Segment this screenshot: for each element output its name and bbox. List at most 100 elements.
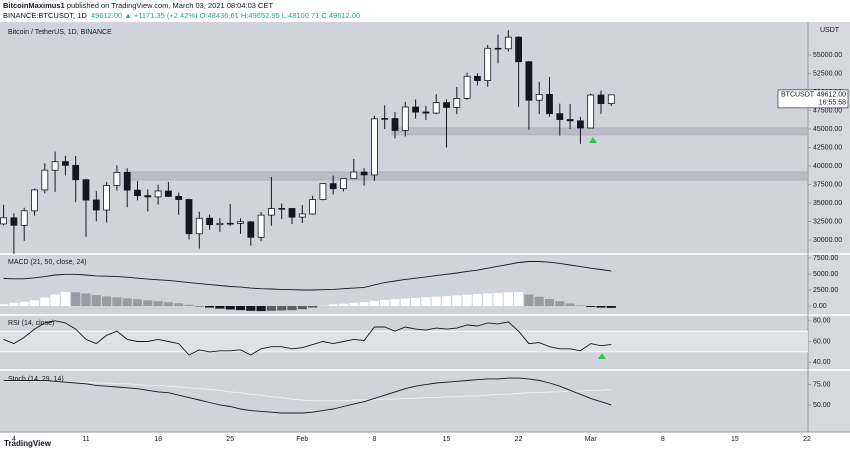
header: BitcoinMaximus1 published on TradingView…	[3, 1, 360, 21]
histogram-bar	[421, 297, 431, 306]
candle-body	[546, 93, 553, 115]
candle-body	[226, 222, 234, 225]
histogram-bar	[225, 305, 235, 310]
histogram-bar	[132, 299, 143, 306]
y-tick-label: 40000.00	[813, 163, 842, 170]
x-tick-label: 11	[82, 436, 89, 443]
candle-body	[309, 199, 317, 215]
zone	[391, 127, 809, 136]
candle-body	[10, 217, 18, 226]
x-tick-label: 8	[661, 436, 665, 443]
candle-body	[72, 164, 80, 181]
histogram-bar	[606, 305, 616, 308]
candle-body	[556, 113, 564, 120]
histogram-bar	[102, 296, 112, 306]
y-tick-label: 80.00	[813, 318, 831, 325]
candle-body	[401, 106, 409, 131]
x-tick-label: 22	[515, 436, 523, 443]
candle-body	[504, 36, 512, 50]
plot-background	[0, 22, 808, 432]
candle-body	[164, 190, 172, 197]
x-tick-label: Mar	[585, 436, 598, 443]
histogram-bar	[153, 301, 163, 306]
histogram-bar	[338, 303, 349, 306]
histogram-bar	[534, 296, 544, 306]
histogram-bar	[112, 297, 122, 306]
low: L:48100.71	[281, 11, 320, 20]
candle-body	[432, 102, 440, 114]
x-tick-label: 8	[372, 436, 376, 443]
x-tick-label: Feb	[296, 436, 308, 443]
candle-body	[206, 217, 214, 226]
unit-label: USDT	[820, 27, 840, 34]
histogram-bar	[452, 295, 462, 306]
x-tick-label: 25	[226, 436, 234, 443]
candle-body	[288, 208, 296, 218]
x-tick-label: 4	[12, 436, 16, 443]
y-tick-label: 47500.00	[813, 107, 842, 114]
histogram-bar	[71, 292, 81, 306]
last-price-box	[777, 89, 849, 109]
header-line-1: BitcoinMaximus1 published on TradingView…	[3, 1, 360, 11]
candle-body	[247, 221, 255, 238]
y-tick-label: 30000.00	[813, 237, 842, 244]
candle-body	[515, 36, 522, 63]
candle-body	[185, 199, 193, 235]
rsi-line	[3, 320, 612, 356]
y-tick-label: 75.00	[813, 381, 831, 388]
histogram-bar	[297, 305, 307, 310]
histogram-bar	[441, 296, 452, 306]
candle-body	[370, 118, 378, 176]
histogram-bar	[9, 302, 19, 306]
candle-body	[298, 213, 306, 218]
change: ▲ +1171.35 (+2.42%)	[124, 11, 198, 20]
histogram-bar	[40, 297, 50, 306]
histogram-bar	[411, 297, 421, 306]
price-pane-title: Bitcoin / TetherUS, 1D, BINANCE	[8, 29, 112, 36]
y-tick-label: 55000.00	[813, 52, 842, 59]
histogram-bar	[266, 305, 276, 311]
candle-body	[381, 118, 389, 120]
candle-body	[453, 98, 461, 108]
histogram-bar	[586, 305, 596, 307]
histogram-bar	[462, 294, 472, 306]
candle-body	[473, 75, 481, 81]
y-tick-label: 45000.00	[813, 126, 842, 133]
candle-body	[340, 178, 347, 190]
candle-body	[587, 94, 595, 129]
histogram-bar	[215, 305, 225, 309]
author: BitcoinMaximus1	[3, 1, 65, 10]
price: 49612.00	[90, 11, 123, 20]
candle-body	[175, 195, 183, 200]
x-tick-label: 15	[443, 436, 451, 443]
candle-body	[329, 183, 337, 190]
x-tick-label: 15	[731, 436, 739, 443]
histogram-bar	[235, 305, 246, 311]
histogram-bar	[544, 298, 555, 306]
candle-body	[113, 171, 121, 186]
header-line-2: BINANCE:BTCUSDT, 1D 49612.00 ▲ +1171.35 …	[3, 11, 360, 21]
candle-body	[319, 183, 327, 200]
histogram-bar	[575, 305, 585, 306]
close: C:49612.00	[321, 11, 361, 20]
candle-body	[535, 94, 543, 101]
histogram-bar	[555, 301, 565, 306]
y-tick-label: 2500.00	[813, 287, 838, 294]
candle-body	[134, 189, 141, 197]
histogram-bar	[91, 295, 101, 306]
candle-body	[62, 161, 69, 166]
histogram-bar	[596, 305, 606, 308]
candle-body	[51, 161, 59, 171]
histogram-bar	[205, 305, 215, 308]
histogram-bar	[19, 301, 29, 306]
candle-body	[443, 102, 450, 108]
candle-body	[577, 120, 584, 129]
candle-body	[278, 208, 286, 210]
high: H:49652.95	[240, 11, 280, 20]
last-price-countdown: 16:55:58	[819, 100, 846, 107]
candle-body	[31, 189, 38, 212]
histogram-bar	[503, 292, 513, 306]
candle-body	[422, 111, 430, 114]
stoch-k-line	[3, 377, 612, 414]
last-price-name: BTCUSDT	[781, 92, 815, 99]
